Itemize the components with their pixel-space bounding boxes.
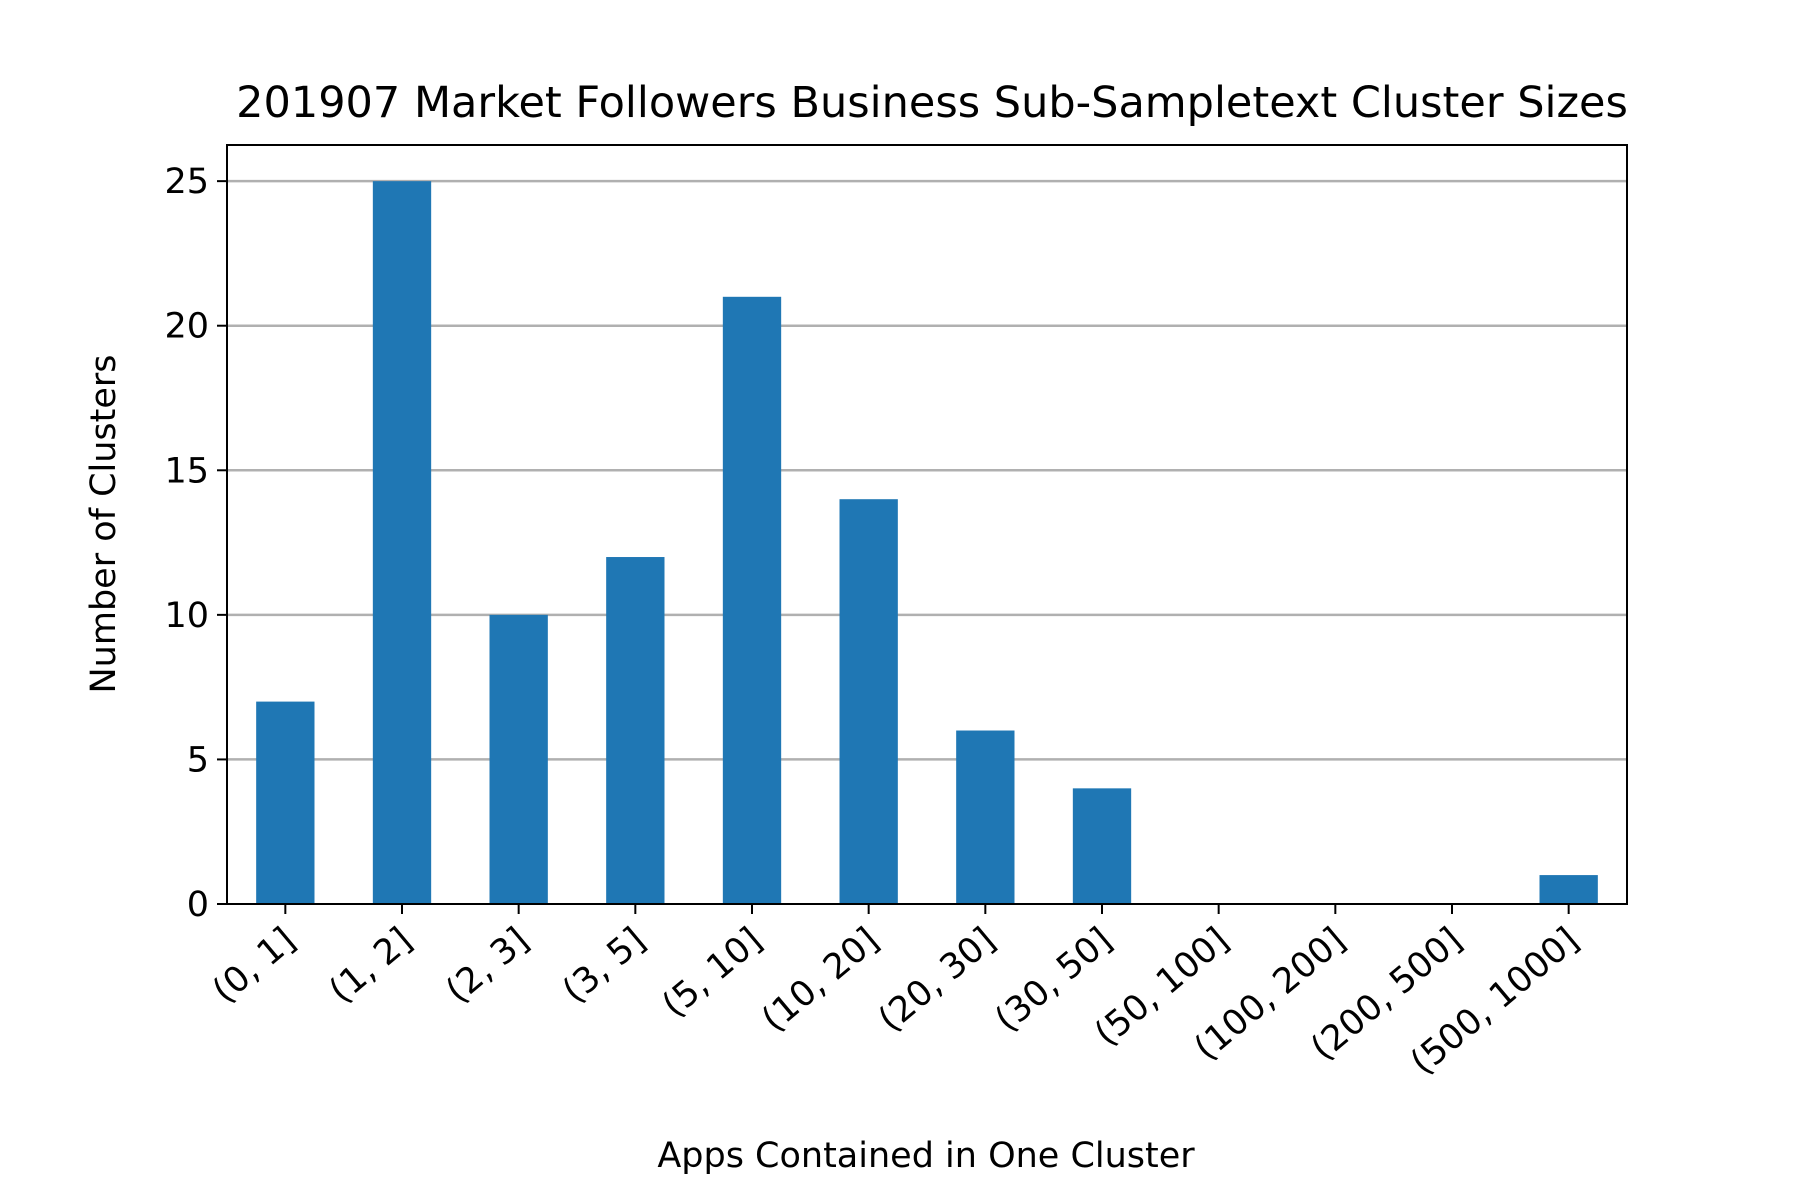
bar	[1539, 875, 1598, 904]
x-tick-label: (2, 3]	[439, 920, 537, 1011]
x-axis-label: Apps Contained in One Cluster	[657, 1136, 1195, 1176]
y-tick-label: 5	[187, 740, 209, 780]
bars	[256, 181, 1598, 905]
bar	[722, 296, 782, 904]
y-tick-label: 10	[164, 596, 209, 636]
x-tick-label: (20, 30]	[871, 920, 1003, 1040]
x-tick-label: (0, 1]	[205, 920, 303, 1011]
x-tick-label: (5, 10]	[655, 920, 770, 1025]
x-tick-label: (1, 2]	[322, 920, 420, 1011]
y-axis-ticks: 0 5 10 15 20 25	[164, 162, 227, 925]
y-tick-label: 20	[164, 307, 209, 347]
y-axis-label: Number of Clusters	[84, 354, 124, 693]
bar	[839, 499, 898, 904]
y-tick-label: 15	[164, 451, 209, 491]
y-tick-label: 0	[187, 885, 209, 925]
x-tick-label: (3, 5]	[555, 920, 653, 1011]
y-tick-label: 25	[164, 162, 209, 202]
bar	[956, 730, 1015, 904]
x-tick-label: (10, 20]	[755, 920, 887, 1040]
bar	[256, 701, 315, 904]
bar	[606, 557, 665, 904]
y-gridlines	[227, 179, 1627, 761]
bar	[489, 614, 548, 904]
plot-area-frame	[226, 144, 1628, 905]
chart-title: 201907 Market Followers Business Sub-Sam…	[236, 78, 1628, 128]
bar	[1072, 788, 1132, 904]
x-axis-ticks: (0, 1] (1, 2] (2, 3] (3, 5] (5, 10](10, 20](…	[205, 904, 1586, 1083]
bar	[372, 181, 432, 905]
